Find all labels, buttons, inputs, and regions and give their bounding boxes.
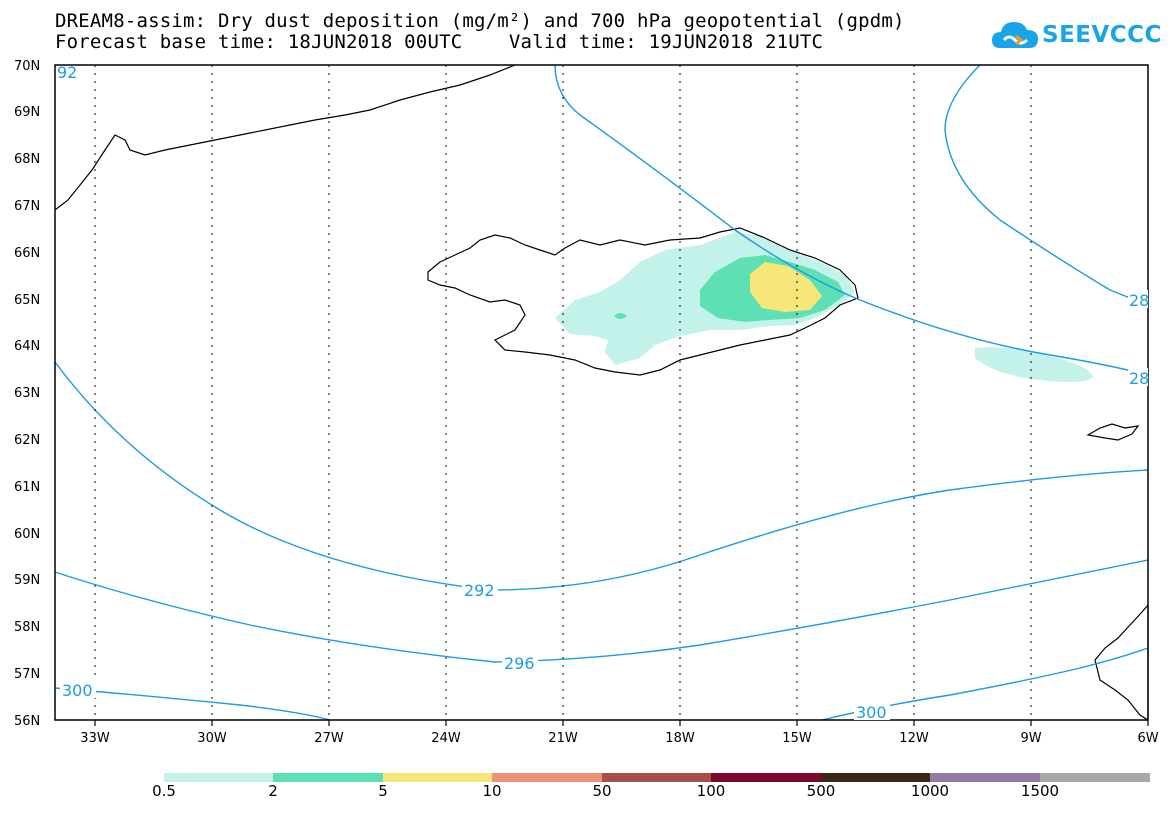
lon-label: 33W [80, 731, 110, 746]
seevccc-logo: SEEVCCC [990, 18, 1162, 58]
legend-swatch [711, 773, 821, 782]
lat-label: 69N [14, 105, 40, 120]
lon-label: 30W [197, 731, 227, 746]
geopotential-contours [54, 64, 1149, 721]
contour-label-296: 296 [504, 654, 535, 673]
legend-label: 10 [482, 782, 502, 800]
latitude-labels: 70N 69N 68N 67N 66N 65N 64N 63N 62N 61N … [14, 59, 40, 729]
dust-level-5 [750, 262, 822, 312]
lon-label: 18W [665, 731, 695, 746]
lat-label: 70N [14, 59, 40, 74]
lat-label: 64N [14, 339, 40, 354]
contour-line-north-east [554, 64, 1149, 376]
contour-label-300-east: 300 [856, 703, 887, 722]
lon-label: 24W [431, 731, 461, 746]
legend-swatch [930, 773, 1040, 782]
lon-label: 21W [548, 731, 578, 746]
lat-label: 57N [14, 667, 40, 682]
legend-label: 1500 [1020, 782, 1060, 800]
contour-line-300-west [54, 687, 331, 721]
legend-swatch [602, 773, 711, 782]
lat-label: 66N [14, 246, 40, 261]
lat-label: 59N [14, 573, 40, 588]
chart-title-line2: Forecast base time: 18JUN2018 00UTC Vali… [55, 31, 824, 53]
contour-label-292: 292 [464, 581, 495, 600]
contour-line-292 [54, 361, 1149, 591]
legend-swatch [383, 773, 492, 782]
dust-shading [555, 232, 1093, 382]
lat-label: 67N [14, 199, 40, 214]
legend-swatch [164, 773, 273, 782]
contour-line-far-east [944, 64, 1149, 306]
lon-label: 27W [314, 731, 344, 746]
legend-swatch [492, 773, 602, 782]
legend-label: 0.5 [152, 782, 176, 800]
lat-label: 60N [14, 527, 40, 542]
lon-label: 6W [1137, 731, 1158, 746]
contour-line-296 [54, 559, 1149, 663]
chart-title-line1: DREAM8-assim: Dry dust deposition (mg/m²… [55, 10, 905, 32]
cloud-icon [992, 22, 1038, 48]
legend-swatch [821, 773, 930, 782]
legend-label: 1000 [910, 782, 950, 800]
lat-label: 68N [14, 152, 40, 167]
lon-label: 12W [899, 731, 929, 746]
contour-label-28-upper: 28 [1129, 291, 1149, 310]
contour-label-292-top: 92 [57, 63, 77, 82]
graticule [94, 65, 1032, 720]
lon-label: 15W [782, 731, 812, 746]
tick-marks [94, 720, 1149, 726]
dust-level-0.5-sea [975, 347, 1093, 382]
contour-label-300-west: 300 [62, 681, 93, 700]
legend-label: 5 [378, 782, 388, 800]
map-frame [54, 64, 1149, 721]
contour-value-labels: 292 296 300 300 28 28 92 [57, 63, 1149, 722]
logo-text: SEEVCCC [1042, 22, 1162, 48]
legend-swatch [273, 773, 383, 782]
lat-label: 65N [14, 293, 40, 308]
legend-label: 50 [592, 782, 612, 800]
faroe-coast [1086, 423, 1140, 441]
lat-label: 61N [14, 480, 40, 495]
legend-label: 100 [696, 782, 726, 800]
dust-level-2-small [614, 313, 627, 319]
legend-label: 500 [806, 782, 836, 800]
coastlines [54, 64, 1149, 722]
lat-label: 63N [14, 386, 40, 401]
lat-label: 62N [14, 433, 40, 448]
lon-label: 9W [1020, 731, 1041, 746]
legend-swatch [1040, 773, 1150, 782]
iceland-coast [427, 227, 859, 376]
lat-label: 56N [14, 714, 40, 729]
longitude-labels: 33W 30W 27W 24W 21W 18W 15W 12W 9W 6W [80, 731, 1158, 746]
contour-label-28-lower: 28 [1129, 369, 1149, 388]
greenland-coast [54, 64, 516, 211]
legend-label: 2 [268, 782, 278, 800]
lat-label: 58N [14, 620, 40, 635]
